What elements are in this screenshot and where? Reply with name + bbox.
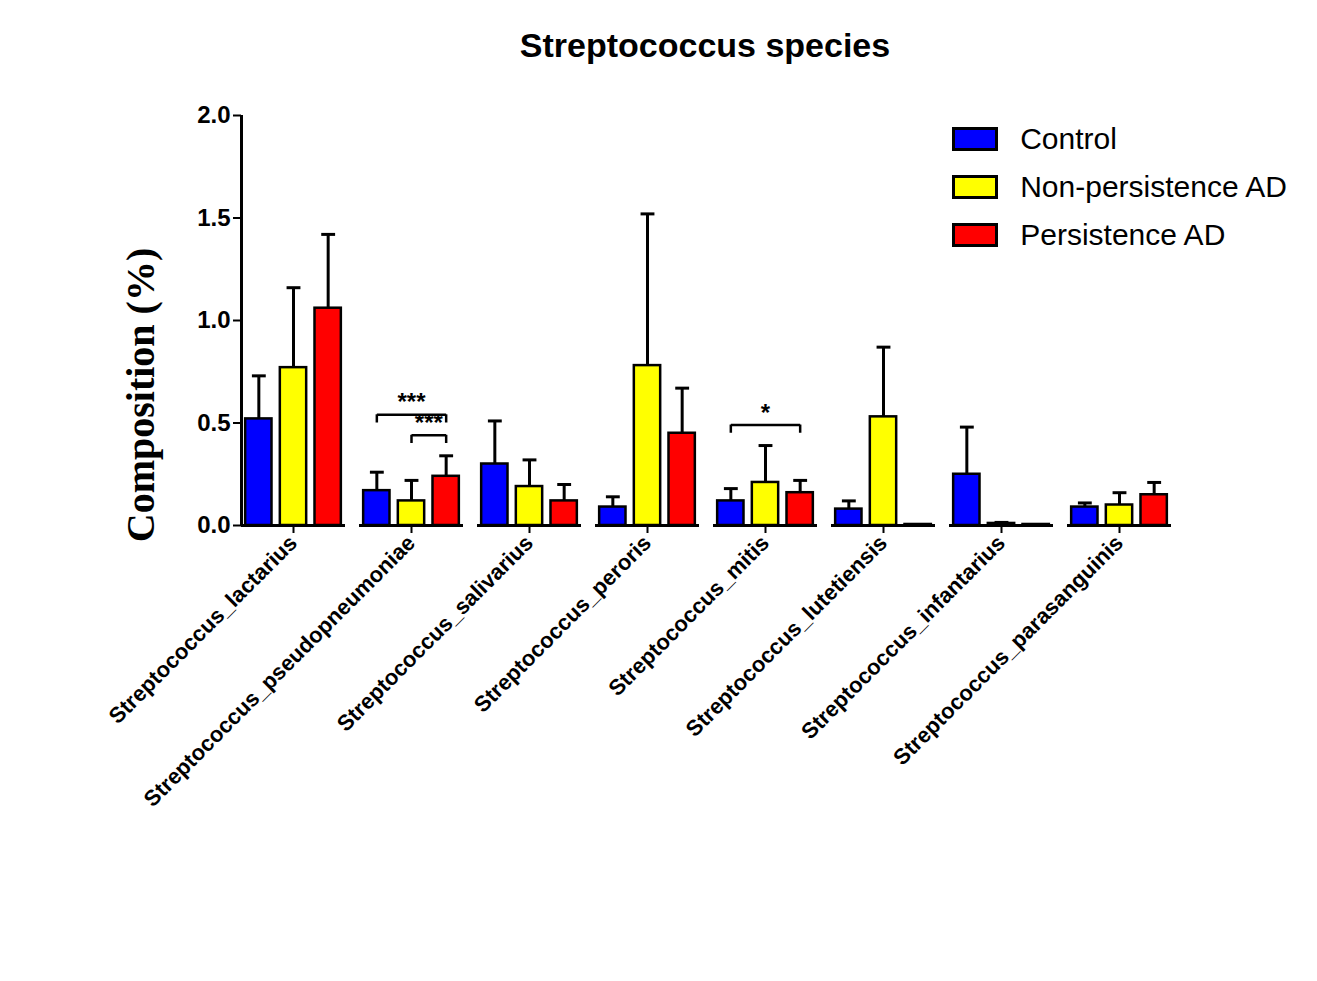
svg-text:Streptococcus_peroris: Streptococcus_peroris (468, 530, 656, 718)
svg-text:2.0: 2.0 (197, 101, 230, 128)
html-text:Persistence AD: Persistence AD (1020, 218, 1226, 251)
svg-text:***: *** (397, 388, 426, 415)
html-text:Non-persistence AD: Non-persistence AD (1020, 170, 1287, 203)
html-text:Control: Control (1020, 122, 1117, 155)
svg-text:1.0: 1.0 (197, 306, 230, 333)
html-text:Streptococcus species: Streptococcus species (519, 26, 891, 64)
svg-text:*: * (761, 399, 771, 426)
svg-text:Streptococcus_mitis: Streptococcus_mitis (603, 530, 774, 701)
svg-text:Streptococcus_lutetiensis: Streptococcus_lutetiensis (681, 530, 892, 741)
svg-text:Streptococcus_parasanguinis: Streptococcus_parasanguinis (888, 530, 1128, 770)
svg-text:1.5: 1.5 (197, 204, 230, 231)
svg-text:Streptococcus_salivarius: Streptococcus_salivarius (332, 530, 538, 736)
svg-text:0.0: 0.0 (197, 511, 230, 538)
svg-text:Streptococcus_infantarius: Streptococcus_infantarius (796, 530, 1010, 744)
svg-text:Streptococcus_pseudopneumoniae: Streptococcus_pseudopneumoniae (139, 530, 420, 811)
svg-text:Streptococcus_lactarius: Streptococcus_lactarius (104, 530, 302, 728)
svg-text:0.5: 0.5 (197, 409, 230, 436)
html-text:Composition (%): Composition (%) (117, 247, 163, 543)
